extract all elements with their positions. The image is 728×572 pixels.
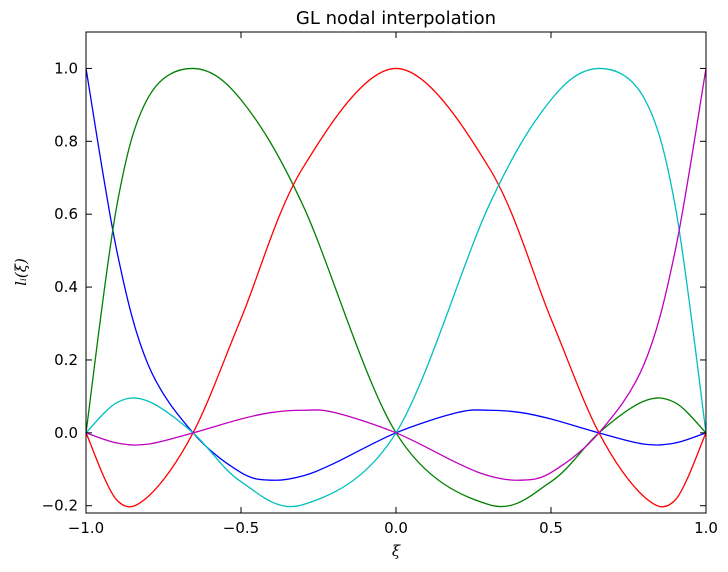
series-layer — [85, 67, 707, 508]
y-tick-label: 0.8 — [54, 132, 78, 150]
y-tick-label: 0.6 — [54, 205, 78, 223]
series-line-5 — [85, 68, 707, 481]
series-line-2 — [85, 67, 707, 508]
series-line-4 — [85, 67, 707, 508]
x-tick-label: 0.0 — [384, 519, 408, 537]
x-tick-label: 1.0 — [694, 519, 718, 537]
x-tick-label: −0.5 — [223, 519, 259, 537]
x-tick-label: 0.5 — [539, 519, 563, 537]
series-line-1 — [85, 68, 707, 481]
y-tick-label: 0.2 — [54, 351, 78, 369]
chart-title: GL nodal interpolation — [296, 8, 496, 29]
y-axis-label: lᵢ(ξ) — [12, 258, 30, 286]
y-tick-label: −0.2 — [42, 497, 78, 515]
ticks-layer: −1.0 −0.5 0.0 0.5 1.0 −0.2 0.0 0.2 0.4 0.6 0.8 1.0 — [42, 32, 718, 537]
x-tick-label: −1.0 — [68, 519, 104, 537]
series-line-3 — [85, 67, 707, 508]
plot-frame — [85, 31, 707, 514]
x-axis-label: ξ — [392, 542, 401, 560]
y-tick-label: 0.4 — [54, 278, 78, 296]
y-tick-label: 0.0 — [54, 424, 78, 442]
y-tick-label: 1.0 — [54, 59, 78, 77]
